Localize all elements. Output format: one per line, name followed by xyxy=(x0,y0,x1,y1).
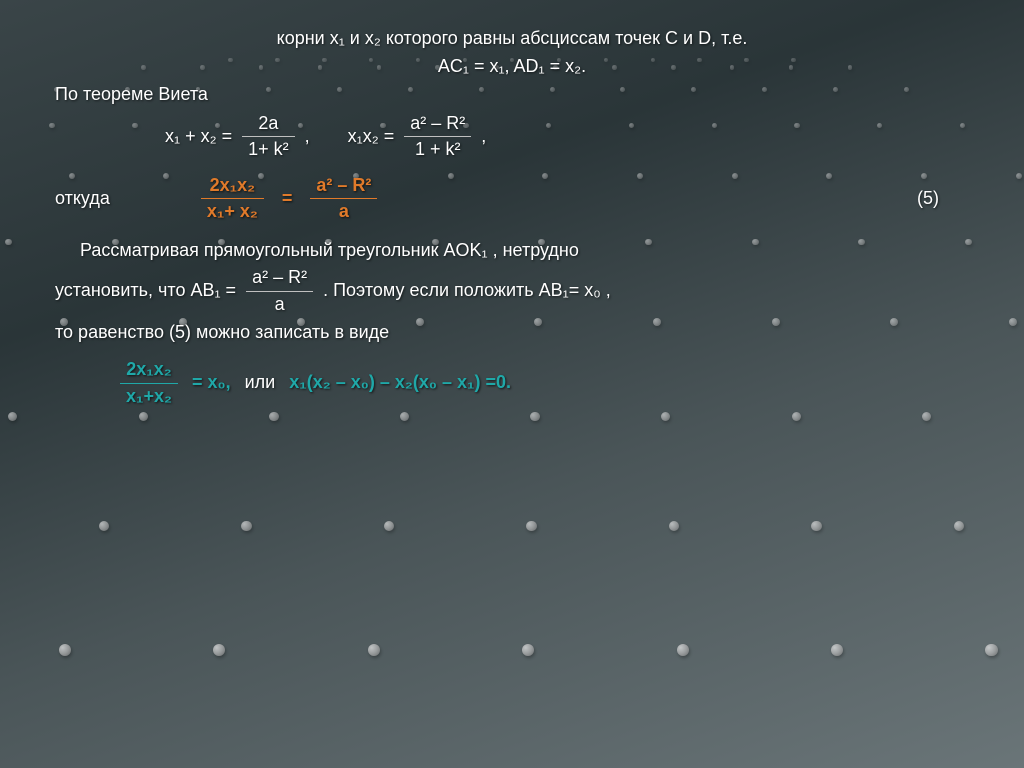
whence-label: откуда xyxy=(55,185,110,213)
line-1: корни x₁ и x₂ которого равны абсциссам т… xyxy=(55,25,969,53)
ab1-frac: a² – R² a xyxy=(246,267,313,315)
line-3: По теореме Виета xyxy=(55,81,969,109)
eq5-den-right: a xyxy=(333,201,355,223)
ab1-den: a xyxy=(269,294,291,316)
eq5-den-left: x₁+ x₂ xyxy=(201,201,264,223)
eq5-frac-right: a² – R² a xyxy=(310,175,377,223)
vieta-sum-frac: 2a 1+ k² xyxy=(242,113,295,161)
vieta-sum-lhs: x₁ + x₂ = xyxy=(165,123,232,151)
eq5-row: откуда 2x₁x₂ x₁+ x₂ = a² – R² a (5) xyxy=(55,175,969,223)
final-den: x₁+x₂ xyxy=(120,386,178,408)
spacer xyxy=(55,223,969,237)
final-or: или xyxy=(245,369,276,397)
final-expr: x₁(x₂ – x₀) – x₂(x₀ – x₁) =0. xyxy=(289,369,511,397)
frac-bar xyxy=(120,383,178,384)
eq5-number: (5) xyxy=(917,185,939,213)
frac-bar xyxy=(310,198,377,199)
comma: , xyxy=(305,123,310,151)
spacer xyxy=(55,347,969,359)
line-6: Рассматривая прямоугольный треугольник A… xyxy=(80,237,969,265)
slide-content: корни x₁ и x₂ которого равны абсциссам т… xyxy=(0,0,1024,407)
comma2: , xyxy=(481,123,486,151)
ab1-right: . Поэтому если положить AB₁= x₀ , xyxy=(323,277,611,305)
ab1-num: a² – R² xyxy=(246,267,313,289)
ab1-left: установить, что AB₁ = xyxy=(55,277,236,305)
ab1-row: установить, что AB₁ = a² – R² a . Поэтом… xyxy=(55,267,969,315)
frac-bar xyxy=(201,198,264,199)
eq5-frac-left: 2x₁x₂ x₁+ x₂ xyxy=(201,175,264,223)
vieta-sum-den: 1+ k² xyxy=(242,139,295,161)
vieta-prod-den: 1 + k² xyxy=(409,139,467,161)
vieta-prod-frac: a² – R² 1 + k² xyxy=(404,113,471,161)
final-frac: 2x₁x₂ x₁+x₂ xyxy=(120,359,178,407)
eq5-equals: = xyxy=(282,185,293,213)
vieta-sum-num: 2a xyxy=(252,113,284,135)
vieta-row: x₁ + x₂ = 2a 1+ k² , x₁x₂ = a² – R² 1 + … xyxy=(165,113,969,161)
eq5-num-left: 2x₁x₂ xyxy=(204,175,261,197)
final-num: 2x₁x₂ xyxy=(120,359,177,381)
eq5-num-right: a² – R² xyxy=(310,175,377,197)
vieta-prod-num: a² – R² xyxy=(404,113,471,135)
frac-bar xyxy=(242,136,295,137)
line-8: то равенство (5) можно записать в виде xyxy=(55,319,969,347)
frac-bar xyxy=(246,291,313,292)
frac-bar xyxy=(404,136,471,137)
vieta-prod-lhs: x₁x₂ = xyxy=(348,123,395,151)
spacer xyxy=(55,161,969,175)
final-eq-x0: = x₀, xyxy=(192,369,231,397)
line-2: AC₁ = x₁, AD₁ = x₂. xyxy=(55,53,969,81)
final-row: 2x₁x₂ x₁+x₂ = x₀, или x₁(x₂ – x₀) – x₂(x… xyxy=(120,359,969,407)
